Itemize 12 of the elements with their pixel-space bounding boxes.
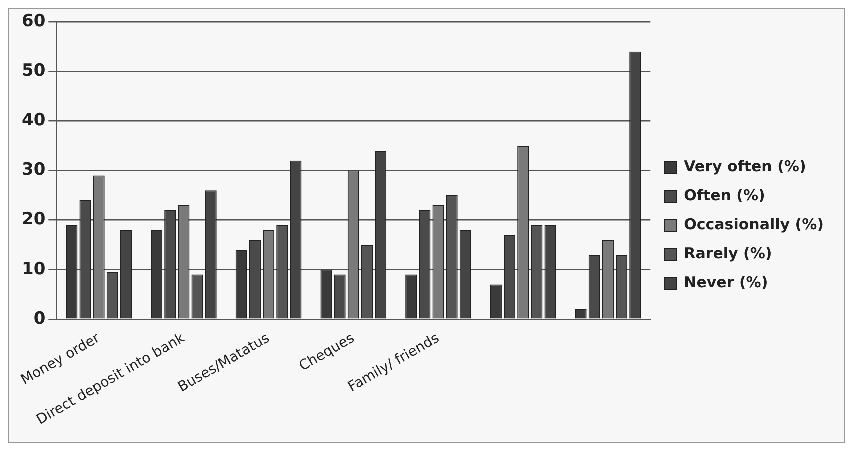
legend-label: Occasionally (%) [684, 215, 824, 234]
y-tick-label: 50 [22, 61, 46, 82]
y-tick-label: 20 [22, 210, 46, 230]
legend-label: Often (%) [684, 186, 766, 204]
y-tick-label: 10 [22, 259, 46, 280]
y-tick-label: 0 [34, 308, 46, 329]
y-tick-label: 60 [22, 12, 46, 32]
y-tick-label: 30 [22, 160, 46, 180]
y-tick-label: 40 [22, 110, 46, 131]
legend-label: Very often (%) [684, 157, 806, 176]
legend-label: Never (%) [684, 273, 768, 292]
legend-label: Rarely (%) [684, 244, 772, 262]
